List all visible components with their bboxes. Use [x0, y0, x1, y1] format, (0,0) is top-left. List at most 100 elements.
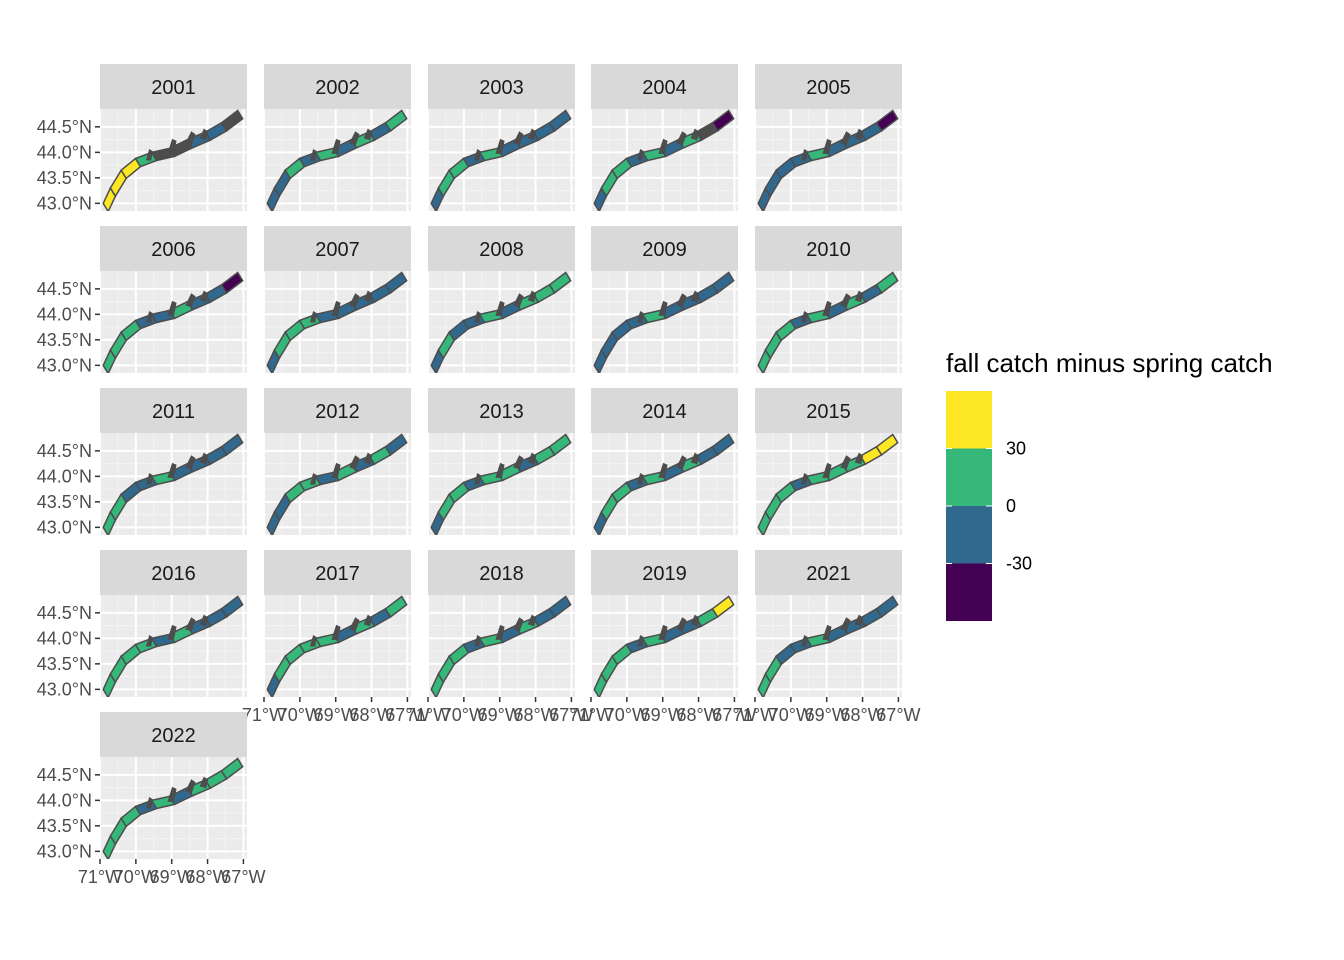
facet-strip	[591, 64, 738, 109]
facet-2012: 2012	[263, 388, 411, 535]
region-unsampled	[199, 290, 209, 303]
regions	[266, 109, 408, 211]
y-tick-label: 43.0°N	[37, 679, 92, 699]
region-unsampled	[527, 128, 537, 141]
region-unsampled	[513, 131, 524, 146]
region-unsampled	[331, 462, 341, 478]
legend-key	[946, 506, 992, 564]
region-unsampled	[185, 617, 196, 632]
region-unsampled	[690, 290, 700, 303]
y-tick-label: 43.5°N	[37, 168, 92, 188]
facet-strip-label: 2009	[642, 239, 687, 261]
x-tick-label: 71°W	[569, 705, 613, 725]
facet-strip	[100, 712, 247, 757]
y-tick-label: 44.0°N	[37, 628, 92, 648]
region-positive	[548, 271, 572, 294]
region-positive	[220, 757, 244, 780]
facet-2010: 2010	[754, 226, 902, 373]
facet-strip	[264, 226, 411, 271]
y-tick-label: 43.0°N	[37, 841, 92, 861]
x-tick-label: 71°W	[242, 705, 286, 725]
facet-strip-label: 2005	[806, 77, 851, 99]
facet-strip-label: 2001	[151, 77, 196, 99]
regions	[593, 595, 735, 697]
facet-strip-label: 2012	[315, 401, 360, 423]
region-unsampled	[800, 473, 808, 485]
region-unsampled	[167, 786, 177, 802]
region-unsampled	[840, 455, 851, 470]
region-unsampled	[495, 138, 505, 154]
facet-strip-label: 2021	[806, 563, 851, 585]
facet-strip	[428, 550, 575, 595]
region-unsampled	[658, 462, 668, 478]
region-positive	[384, 595, 408, 618]
region-unsampled	[331, 138, 341, 154]
regions	[266, 595, 408, 697]
region-unsampled	[185, 293, 196, 308]
region-unsampled	[185, 455, 196, 470]
region-unsampled	[513, 455, 524, 470]
region-unsampled	[145, 311, 153, 323]
facet-2014: 2014	[590, 388, 738, 535]
region-negative	[711, 433, 735, 456]
region-unsampled	[363, 128, 373, 141]
region-positive	[875, 271, 899, 294]
region-high	[711, 595, 735, 618]
region-unsampled	[690, 452, 700, 465]
region-unsampled	[363, 290, 373, 303]
y-tick-label: 43.5°N	[37, 492, 92, 512]
facet-strip	[755, 226, 902, 271]
x-tick-label: 67°W	[549, 705, 593, 725]
y-tick-label: 44.5°N	[37, 117, 92, 137]
facet-2018: 2018 71°W70°W69°W68°W67°W	[406, 550, 594, 725]
facet-2015: 2015	[754, 388, 902, 535]
facet-strip	[591, 226, 738, 271]
y-tick-label: 43.0°N	[37, 517, 92, 537]
region-unsampled	[145, 635, 153, 647]
regions	[593, 271, 735, 373]
y-tick-label: 43.5°N	[37, 816, 92, 836]
facet-strip-label: 2003	[479, 77, 524, 99]
regions	[757, 595, 899, 697]
x-tick-label: 68°W	[513, 705, 557, 725]
facet-strip-label: 2014	[642, 401, 687, 423]
region-unsampled	[185, 779, 196, 794]
facet-2003: 2003	[427, 64, 575, 211]
region-unsampled	[800, 311, 808, 323]
region-unsampled	[636, 473, 644, 485]
y-tick-label: 43.5°N	[37, 330, 92, 350]
regions	[430, 595, 572, 697]
regions	[102, 595, 244, 697]
region-low	[220, 271, 244, 294]
region-unsampled	[167, 462, 177, 478]
region-unsampled	[331, 300, 341, 316]
region-unsampled	[473, 149, 481, 161]
regions	[266, 433, 408, 535]
x-tick-label: 67°W	[876, 705, 920, 725]
y-tick-label: 44.0°N	[37, 790, 92, 810]
region-unsampled	[854, 128, 864, 141]
x-tick-label: 69°W	[805, 705, 849, 725]
region-negative	[220, 433, 244, 456]
x-tick-label: 71°W	[406, 705, 450, 725]
x-tick-label: 68°W	[676, 705, 720, 725]
region-unsampled	[185, 131, 196, 146]
facet-2011: 2011 43.0°N 43.5°N 44.0°N 44.5°N	[37, 388, 247, 537]
region-unsampled	[658, 300, 668, 316]
region-positive	[384, 109, 408, 132]
region-unsampled	[513, 617, 524, 632]
facet-strip-label: 2002	[315, 77, 360, 99]
y-tick-label: 44.5°N	[37, 441, 92, 461]
facet-strip	[428, 64, 575, 109]
regions	[430, 271, 572, 373]
region-unsampled	[513, 293, 524, 308]
region-unsampled	[309, 149, 317, 161]
region-unsampled	[822, 300, 832, 316]
region-negative	[384, 271, 408, 294]
region-negative	[548, 595, 572, 618]
x-tick-label: 69°W	[478, 705, 522, 725]
region-unsampled	[636, 635, 644, 647]
regions	[102, 757, 244, 859]
regions	[593, 433, 735, 535]
